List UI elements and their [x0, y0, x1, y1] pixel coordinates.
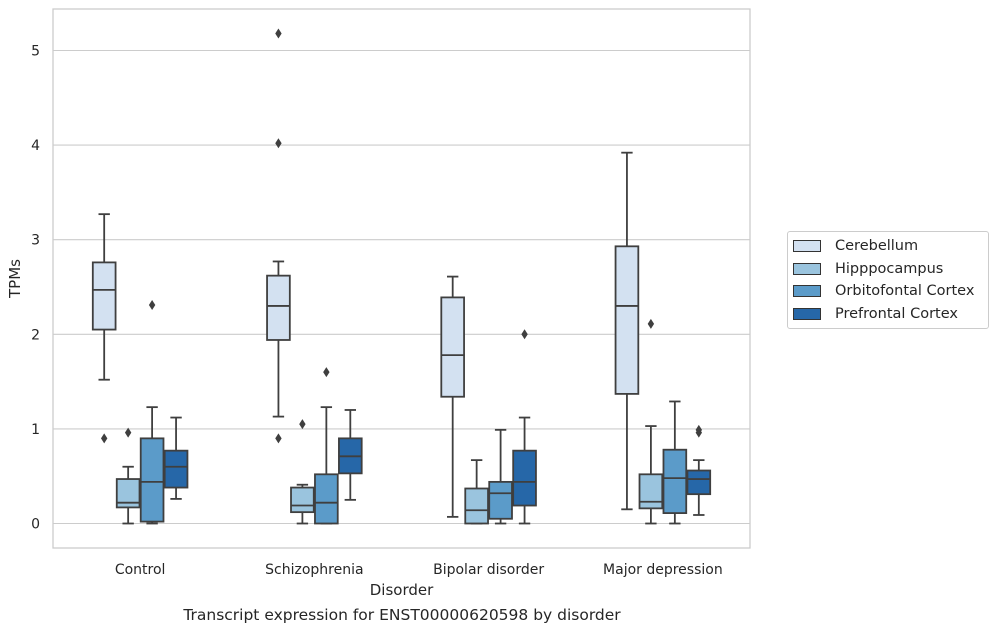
legend-swatch: [793, 285, 821, 298]
legend-item: Cerebellum: [788, 235, 988, 258]
y-tick-label: 0: [31, 517, 40, 533]
y-tick-labels: 0 1 2 3 4 5: [31, 44, 40, 533]
box-iqr: [91, 261, 117, 331]
chart-caption: Transcript expression for ENST0000062059…: [183, 606, 621, 624]
outlier-point: [647, 318, 655, 329]
box-iqr: [139, 437, 165, 523]
outlier-point: [323, 367, 330, 378]
legend-swatch: [793, 307, 821, 320]
box-control: [163, 416, 189, 500]
series-prefrontal-cortex: [163, 329, 712, 525]
box-major-depression: [686, 424, 712, 516]
box-iqr: [638, 473, 664, 510]
box-schizophrenia: [338, 409, 363, 501]
box-iqr: [290, 486, 315, 514]
box-iqr: [440, 296, 465, 398]
chart-legend: Cerebellum Hipppocampus Orbitofontal Corte…: [787, 231, 989, 329]
legend-item: Prefrontal Cortex: [788, 303, 988, 326]
box-iqr: [266, 274, 291, 341]
box-bipolar-disorder: [512, 329, 537, 525]
box-schizophrenia: [290, 419, 315, 525]
outlier-point: [275, 138, 282, 149]
box-control: [115, 427, 141, 525]
box-schizophrenia: [314, 367, 339, 525]
legend-swatch: [793, 240, 821, 253]
box-iqr: [488, 480, 513, 520]
outlier-point: [299, 419, 306, 430]
box-schizophrenia: [266, 28, 291, 444]
legend-item: Orbitofontal Cortex: [788, 280, 988, 303]
box-major-depression: [614, 151, 640, 511]
box-bipolar-disorder: [488, 428, 513, 525]
x-tick-label: Major depression: [603, 562, 723, 578]
box-major-depression: [662, 400, 688, 525]
outlier-point: [148, 299, 156, 310]
series-cerebellum: [91, 28, 640, 518]
x-axis-title: Disorder: [370, 581, 434, 599]
x-tick-label: Bipolar disorder: [433, 562, 544, 578]
x-tick-labels: Control Schizophrenia Bipolar disorder Majo…: [115, 562, 723, 578]
grid-lines: [53, 49, 750, 525]
box-iqr: [614, 245, 640, 395]
outlier-point: [695, 424, 703, 435]
outlier-point: [275, 433, 282, 444]
x-tick-label: Control: [115, 562, 166, 578]
y-tick-label: 3: [31, 233, 40, 249]
legend-label: Cerebellum: [835, 238, 919, 255]
legend-label: Hipppocampus: [835, 260, 944, 277]
y-tick-label: 1: [31, 422, 40, 438]
outlier-point: [275, 28, 282, 39]
box-bipolar-disorder: [464, 459, 489, 525]
series-hipppocampus: [115, 318, 664, 525]
outlier-point: [100, 433, 108, 444]
y-axis-title: TPMs: [6, 259, 24, 299]
legend-item: Hipppocampus: [788, 258, 988, 281]
legend-label: Prefrontal Cortex: [835, 305, 958, 322]
legend-label: Orbitofontal Cortex: [835, 283, 975, 300]
legend-swatch: [793, 262, 821, 275]
outlier-point: [521, 329, 528, 340]
outlier-point: [124, 427, 132, 438]
box-bipolar-disorder: [440, 275, 465, 518]
x-tick-label: Schizophrenia: [265, 562, 363, 578]
box-iqr: [464, 487, 489, 525]
box-iqr: [512, 449, 537, 507]
box-iqr: [163, 449, 189, 489]
box-iqr: [662, 448, 688, 514]
series-orbitofontal-cortex: [139, 299, 688, 525]
box-iqr: [115, 478, 141, 509]
box-control: [139, 299, 165, 525]
y-tick-label: 4: [31, 138, 40, 154]
y-tick-label: 5: [31, 44, 40, 60]
box-series-group: [91, 28, 712, 525]
y-tick-label: 2: [31, 327, 40, 343]
box-control: [91, 213, 117, 444]
box-iqr: [686, 469, 712, 496]
box-major-depression: [638, 318, 664, 525]
box-iqr: [314, 473, 339, 525]
